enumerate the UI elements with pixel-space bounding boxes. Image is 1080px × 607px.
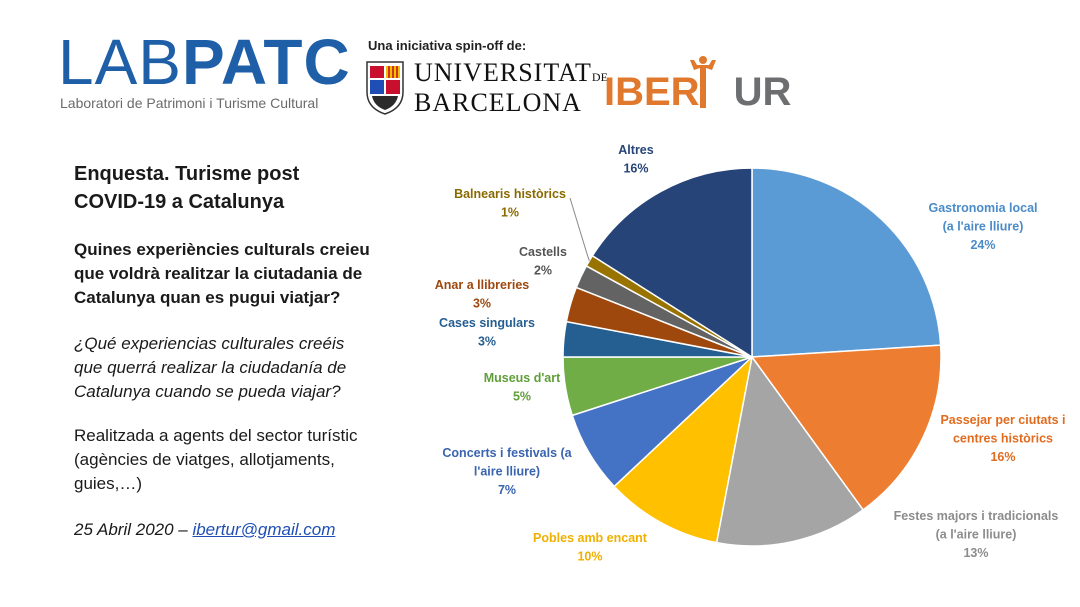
slice-label: Museus d'art 5% (484, 371, 561, 404)
survey-note: Realitzada a agents del sector turístic … (74, 426, 358, 493)
slice-label: Concerts i festivals (a l'aire lliure) 7% (442, 446, 572, 497)
pie-slice (751, 167, 942, 358)
question-spanish: ¿Qué experiencias culturales creéis que … (74, 334, 347, 401)
left-text-column: Enquesta. Turisme post COVID-19 a Catalu… (74, 160, 374, 542)
footer-line: 25 Abril 2020 – ibertur@gmail.com (74, 518, 374, 542)
survey-title: Enquesta. Turisme post COVID-19 a Catalu… (74, 163, 300, 213)
ibertur-right: UR (733, 70, 792, 114)
ub-line2: BARCELONA (414, 88, 582, 117)
slice-label: Passejar per ciutats i centres històrics 1… (940, 413, 1065, 464)
pie-slice (591, 167, 753, 359)
slice-label: Cases singulars 3% (439, 316, 535, 349)
ibertur-left: IBER (604, 70, 700, 114)
spinoff-text: Una iniciativa spin-off de: (368, 38, 527, 53)
university-crest-icon (366, 61, 404, 115)
slice-label: Gastronomia local (a l'aire lliure) 24% (928, 201, 1037, 252)
slice-label: Balnearis històrics 1% (454, 187, 566, 220)
logo-lab-text: LAB (58, 26, 182, 98)
ibertur-figure-icon (690, 56, 716, 108)
logo-patc-text: PATC (181, 26, 351, 98)
slice-label: Festes majors i tradicionals (a l'aire ll… (894, 509, 1059, 560)
slice-label: Anar a llibreries 3% (435, 278, 530, 311)
ub-line1: UNIVERSITAT (414, 58, 592, 87)
question-catalan: Quines experiències culturals creieu que… (74, 240, 370, 307)
ibertur-logo: IBER UR (604, 72, 791, 112)
university-wordmark: UNIVERSITATDE BARCELONA (414, 60, 608, 116)
labpatc-logo: LABPATC (58, 30, 351, 94)
ub-de: DE (591, 70, 608, 84)
slice-label: Pobles amb encant 10% (533, 531, 648, 564)
leader-line (569, 197, 590, 261)
email-link[interactable]: ibertur@gmail.com (192, 520, 336, 539)
logo-subtitle: Laboratori de Patrimoni i Turisme Cultur… (60, 95, 319, 111)
pie-slice (750, 344, 942, 511)
pie-slice (613, 354, 754, 544)
pie-slice (715, 355, 865, 547)
survey-date: 25 Abril 2020 – (74, 520, 193, 539)
slice-label: Altres 16% (618, 143, 653, 176)
slice-label: Castells 2% (519, 245, 567, 278)
